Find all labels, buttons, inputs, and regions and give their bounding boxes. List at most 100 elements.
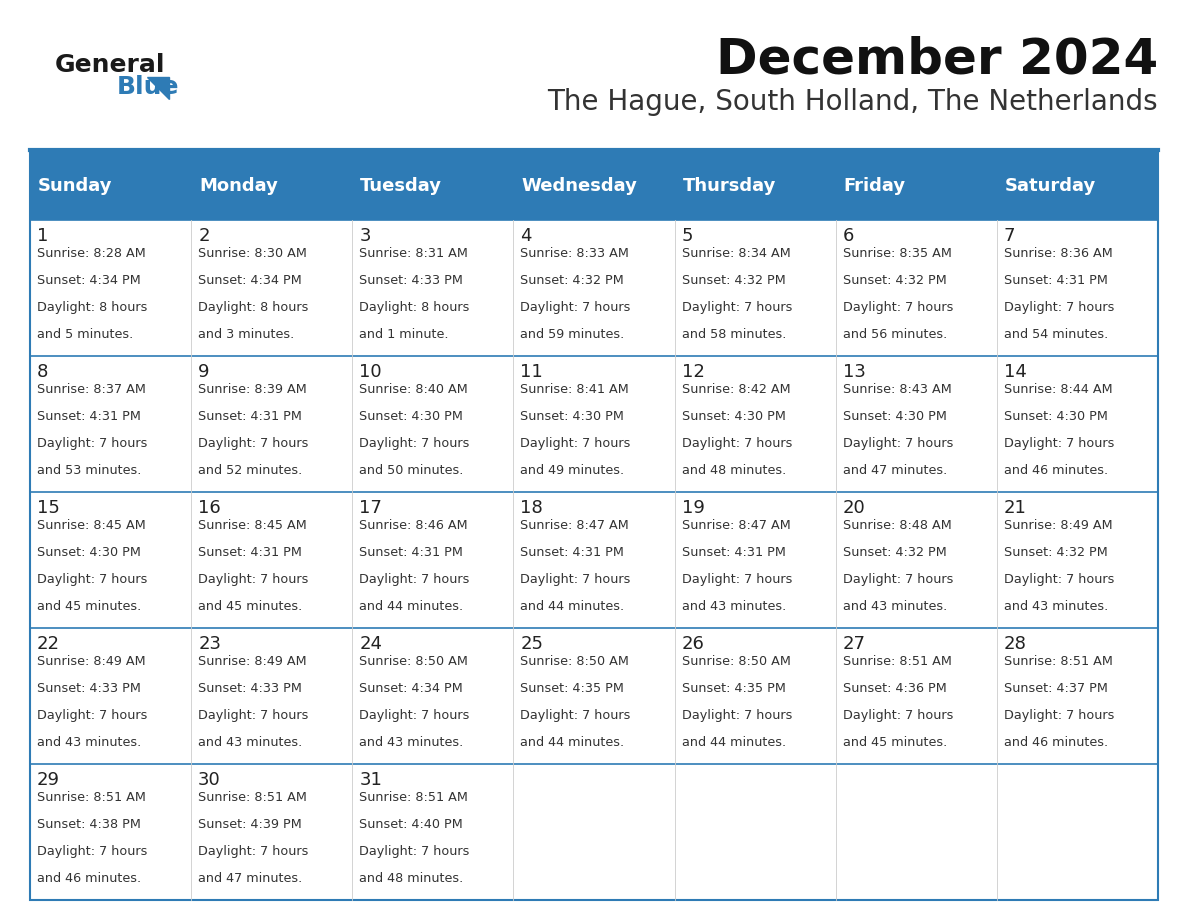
- FancyBboxPatch shape: [353, 152, 513, 220]
- Text: Sunset: 4:38 PM: Sunset: 4:38 PM: [37, 818, 141, 831]
- Text: 3: 3: [359, 228, 371, 245]
- Text: and 52 minutes.: and 52 minutes.: [198, 465, 303, 477]
- Text: and 45 minutes.: and 45 minutes.: [198, 600, 303, 613]
- Text: and 43 minutes.: and 43 minutes.: [359, 736, 463, 749]
- Text: Sunset: 4:30 PM: Sunset: 4:30 PM: [1004, 410, 1107, 423]
- FancyBboxPatch shape: [30, 628, 1158, 764]
- Text: Sunset: 4:35 PM: Sunset: 4:35 PM: [682, 682, 785, 695]
- Text: and 45 minutes.: and 45 minutes.: [842, 736, 947, 749]
- Text: Sunset: 4:32 PM: Sunset: 4:32 PM: [682, 274, 785, 287]
- FancyBboxPatch shape: [675, 152, 835, 220]
- Text: and 58 minutes.: and 58 minutes.: [682, 329, 786, 341]
- Text: Sunrise: 8:50 AM: Sunrise: 8:50 AM: [682, 655, 790, 668]
- Text: 31: 31: [359, 771, 383, 789]
- Text: and 59 minutes.: and 59 minutes.: [520, 329, 625, 341]
- Text: Daylight: 7 hours: Daylight: 7 hours: [37, 845, 147, 858]
- Text: Sunset: 4:40 PM: Sunset: 4:40 PM: [359, 818, 463, 831]
- FancyBboxPatch shape: [997, 152, 1158, 220]
- Text: and 43 minutes.: and 43 minutes.: [682, 600, 785, 613]
- Text: Daylight: 7 hours: Daylight: 7 hours: [1004, 301, 1114, 314]
- Text: Sunrise: 8:45 AM: Sunrise: 8:45 AM: [198, 520, 307, 532]
- Text: Daylight: 7 hours: Daylight: 7 hours: [1004, 573, 1114, 587]
- Text: and 43 minutes.: and 43 minutes.: [198, 736, 303, 749]
- Text: and 54 minutes.: and 54 minutes.: [1004, 329, 1108, 341]
- Text: Sunset: 4:36 PM: Sunset: 4:36 PM: [842, 682, 947, 695]
- Text: 19: 19: [682, 499, 704, 517]
- Text: 27: 27: [842, 635, 866, 653]
- Text: 1: 1: [37, 228, 49, 245]
- Text: 7: 7: [1004, 228, 1016, 245]
- Text: Sunrise: 8:28 AM: Sunrise: 8:28 AM: [37, 247, 146, 261]
- Text: Sunset: 4:32 PM: Sunset: 4:32 PM: [842, 274, 947, 287]
- Text: Daylight: 7 hours: Daylight: 7 hours: [198, 573, 309, 587]
- Text: Daylight: 7 hours: Daylight: 7 hours: [37, 573, 147, 587]
- Text: Daylight: 7 hours: Daylight: 7 hours: [198, 437, 309, 450]
- Text: 18: 18: [520, 499, 543, 517]
- Text: Sunset: 4:30 PM: Sunset: 4:30 PM: [842, 410, 947, 423]
- Text: Sunset: 4:34 PM: Sunset: 4:34 PM: [198, 274, 302, 287]
- Text: Sunset: 4:32 PM: Sunset: 4:32 PM: [842, 546, 947, 559]
- Text: Sunrise: 8:51 AM: Sunrise: 8:51 AM: [1004, 655, 1113, 668]
- Text: Sunrise: 8:39 AM: Sunrise: 8:39 AM: [198, 383, 307, 397]
- Text: Sunrise: 8:44 AM: Sunrise: 8:44 AM: [1004, 383, 1112, 397]
- Text: Daylight: 8 hours: Daylight: 8 hours: [359, 301, 469, 314]
- FancyBboxPatch shape: [191, 152, 353, 220]
- Text: Sunset: 4:31 PM: Sunset: 4:31 PM: [359, 546, 463, 559]
- Text: and 5 minutes.: and 5 minutes.: [37, 329, 133, 341]
- Text: Daylight: 7 hours: Daylight: 7 hours: [520, 709, 631, 722]
- Text: Daylight: 7 hours: Daylight: 7 hours: [682, 437, 792, 450]
- Text: and 43 minutes.: and 43 minutes.: [1004, 600, 1108, 613]
- Text: Daylight: 7 hours: Daylight: 7 hours: [842, 573, 953, 587]
- Text: Daylight: 7 hours: Daylight: 7 hours: [842, 437, 953, 450]
- Text: Daylight: 7 hours: Daylight: 7 hours: [37, 709, 147, 722]
- Text: Sunset: 4:32 PM: Sunset: 4:32 PM: [1004, 546, 1107, 559]
- Text: 28: 28: [1004, 635, 1026, 653]
- Text: Blue: Blue: [116, 75, 179, 99]
- Text: 30: 30: [198, 771, 221, 789]
- Text: Sunrise: 8:51 AM: Sunrise: 8:51 AM: [359, 791, 468, 804]
- Text: 13: 13: [842, 364, 866, 381]
- Text: Daylight: 7 hours: Daylight: 7 hours: [842, 301, 953, 314]
- Text: Sunrise: 8:41 AM: Sunrise: 8:41 AM: [520, 383, 630, 397]
- Text: 11: 11: [520, 364, 543, 381]
- Text: Sunrise: 8:47 AM: Sunrise: 8:47 AM: [520, 520, 630, 532]
- Text: Daylight: 7 hours: Daylight: 7 hours: [842, 709, 953, 722]
- Text: Thursday: Thursday: [683, 177, 776, 196]
- Text: Daylight: 8 hours: Daylight: 8 hours: [198, 301, 309, 314]
- Text: 5: 5: [682, 228, 693, 245]
- Text: Daylight: 7 hours: Daylight: 7 hours: [359, 573, 469, 587]
- Text: and 43 minutes.: and 43 minutes.: [842, 600, 947, 613]
- Text: Sunset: 4:33 PM: Sunset: 4:33 PM: [198, 682, 302, 695]
- Text: Sunset: 4:34 PM: Sunset: 4:34 PM: [37, 274, 140, 287]
- Text: Daylight: 7 hours: Daylight: 7 hours: [198, 709, 309, 722]
- FancyBboxPatch shape: [30, 220, 1158, 356]
- Text: Sunset: 4:33 PM: Sunset: 4:33 PM: [359, 274, 463, 287]
- Text: 25: 25: [520, 635, 543, 653]
- Text: Daylight: 7 hours: Daylight: 7 hours: [359, 709, 469, 722]
- Text: Sunrise: 8:49 AM: Sunrise: 8:49 AM: [198, 655, 307, 668]
- Text: 2: 2: [198, 228, 209, 245]
- Text: Sunset: 4:30 PM: Sunset: 4:30 PM: [520, 410, 625, 423]
- FancyBboxPatch shape: [30, 764, 1158, 900]
- Text: and 44 minutes.: and 44 minutes.: [520, 736, 625, 749]
- Text: Sunrise: 8:40 AM: Sunrise: 8:40 AM: [359, 383, 468, 397]
- Text: and 47 minutes.: and 47 minutes.: [842, 465, 947, 477]
- Text: Sunrise: 8:51 AM: Sunrise: 8:51 AM: [37, 791, 146, 804]
- Text: 15: 15: [37, 499, 59, 517]
- Text: 16: 16: [198, 499, 221, 517]
- Text: 24: 24: [359, 635, 383, 653]
- Text: Friday: Friday: [843, 177, 905, 196]
- Text: and 3 minutes.: and 3 minutes.: [198, 329, 295, 341]
- Text: 21: 21: [1004, 499, 1026, 517]
- Text: Sunrise: 8:45 AM: Sunrise: 8:45 AM: [37, 520, 146, 532]
- Text: and 48 minutes.: and 48 minutes.: [682, 465, 785, 477]
- Text: and 50 minutes.: and 50 minutes.: [359, 465, 463, 477]
- Text: Sunrise: 8:51 AM: Sunrise: 8:51 AM: [842, 655, 952, 668]
- Text: and 43 minutes.: and 43 minutes.: [37, 736, 141, 749]
- Text: Daylight: 7 hours: Daylight: 7 hours: [682, 301, 792, 314]
- Text: Daylight: 7 hours: Daylight: 7 hours: [37, 437, 147, 450]
- Text: General: General: [55, 53, 165, 77]
- Text: Sunrise: 8:49 AM: Sunrise: 8:49 AM: [1004, 520, 1112, 532]
- Text: Daylight: 7 hours: Daylight: 7 hours: [682, 573, 792, 587]
- Text: 14: 14: [1004, 364, 1026, 381]
